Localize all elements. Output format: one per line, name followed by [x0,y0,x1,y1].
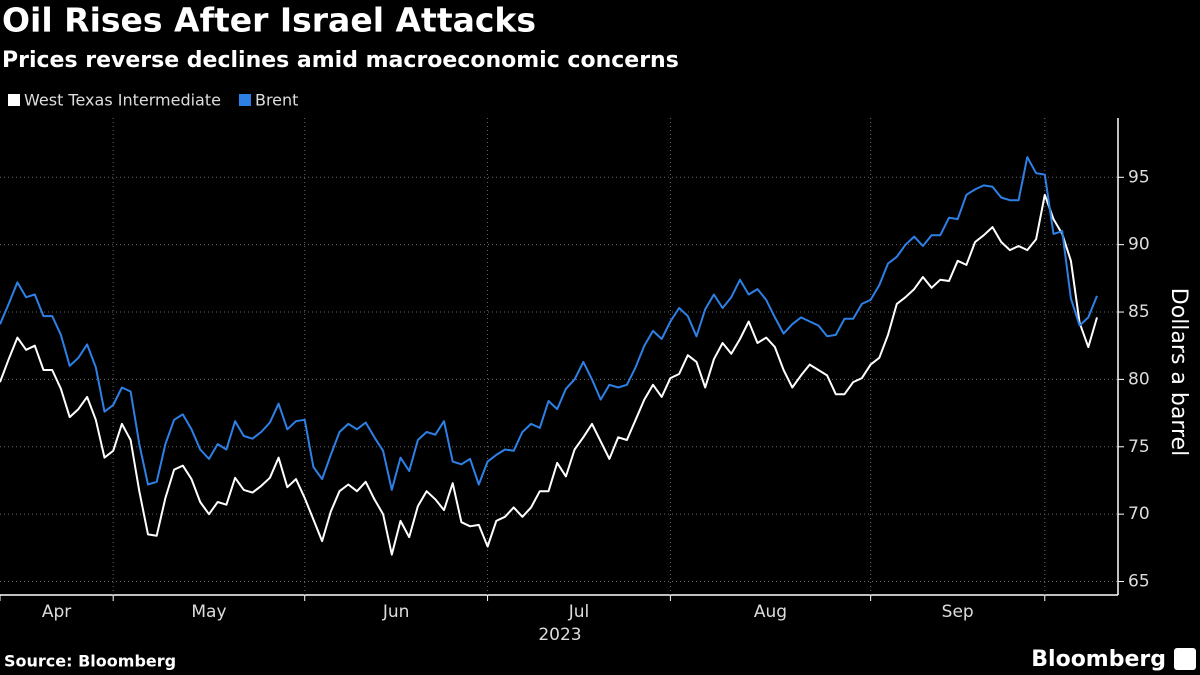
x-tick-label: Jul [568,602,590,622]
y-tick-label: 65 [1128,572,1150,592]
x-tick-label: Aug [754,602,787,622]
y-tick-label: 95 [1128,167,1150,187]
y-tick-label: 70 [1128,504,1150,524]
x-tick-label: Jun [382,602,410,622]
source: Source: Bloomberg [4,652,176,671]
y-tick-label: 85 [1128,302,1150,322]
x-tick-label: Sep [942,602,974,622]
brand: Bloomberg [1031,647,1166,672]
brand-icon [1174,648,1196,670]
legend-label: Brent [255,91,298,110]
x-tick-label: May [191,602,226,622]
chart-title: Oil Rises After Israel Attacks [2,1,536,40]
chart-subtitle: Prices reverse declines amid macroeconom… [2,48,679,73]
y-axis-label: Dollars a barrel [1166,288,1191,456]
y-tick-label: 80 [1128,369,1150,389]
legend-label: West Texas Intermediate [24,91,221,110]
x-axis-label: 2023 [538,625,581,645]
legend-swatch [8,94,20,106]
x-tick-label: Apr [42,602,71,622]
y-tick-label: 75 [1128,437,1150,457]
legend-swatch [238,94,251,106]
series-line [0,193,1098,556]
series-line [0,156,1098,491]
y-tick-label: 90 [1128,235,1150,255]
